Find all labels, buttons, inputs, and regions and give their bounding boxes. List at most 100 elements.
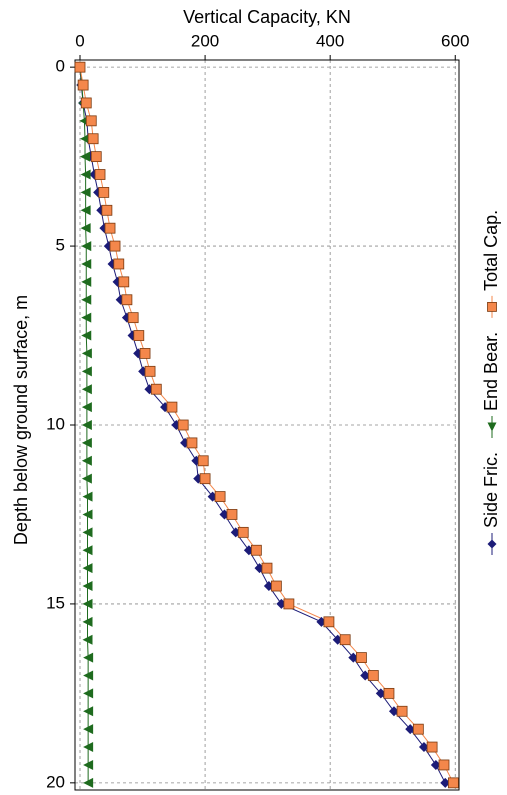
marker bbox=[81, 402, 92, 413]
marker bbox=[166, 401, 178, 413]
marker bbox=[90, 151, 102, 163]
marker bbox=[82, 527, 93, 538]
x-tick-label: 0 bbox=[75, 31, 84, 50]
marker bbox=[438, 759, 450, 771]
marker bbox=[83, 670, 94, 681]
marker bbox=[375, 688, 386, 699]
marker bbox=[226, 509, 238, 520]
marker bbox=[82, 634, 93, 645]
marker bbox=[348, 652, 359, 663]
legend-label: Side Fric. bbox=[481, 452, 501, 528]
marker bbox=[214, 491, 226, 502]
marker bbox=[440, 777, 451, 788]
marker bbox=[81, 312, 92, 323]
marker bbox=[81, 294, 92, 305]
marker bbox=[447, 777, 459, 789]
plot-frame bbox=[74, 59, 460, 791]
marker bbox=[82, 509, 93, 520]
marker bbox=[360, 670, 371, 681]
marker bbox=[177, 419, 189, 431]
marker bbox=[81, 276, 92, 287]
marker bbox=[426, 741, 438, 753]
marker bbox=[77, 79, 89, 91]
marker bbox=[101, 204, 113, 216]
marker bbox=[356, 652, 367, 663]
marker bbox=[83, 688, 94, 699]
marker bbox=[250, 544, 262, 556]
marker bbox=[487, 539, 497, 549]
marker bbox=[81, 420, 92, 430]
marker bbox=[83, 759, 94, 770]
marker bbox=[74, 61, 86, 73]
marker bbox=[237, 526, 249, 538]
y-tick-label: 20 bbox=[46, 772, 65, 791]
marker bbox=[94, 169, 106, 180]
marker bbox=[186, 437, 198, 449]
marker bbox=[133, 330, 145, 341]
marker bbox=[81, 473, 92, 484]
marker bbox=[82, 598, 93, 609]
marker bbox=[199, 473, 211, 485]
x-tick-label: 600 bbox=[441, 31, 469, 50]
marker bbox=[405, 724, 416, 735]
marker bbox=[83, 706, 94, 717]
y-axis-title: Depth below ground surface, m bbox=[11, 295, 31, 545]
marker bbox=[396, 705, 408, 717]
marker bbox=[339, 634, 351, 646]
marker bbox=[197, 455, 209, 467]
y-tick-label: 10 bbox=[46, 414, 65, 433]
marker bbox=[81, 241, 92, 252]
marker bbox=[261, 562, 273, 574]
marker bbox=[150, 383, 162, 395]
marker bbox=[80, 133, 91, 144]
marker bbox=[383, 687, 395, 699]
marker bbox=[104, 222, 116, 234]
marker bbox=[113, 258, 125, 270]
marker bbox=[121, 294, 133, 306]
y-tick-label: 0 bbox=[56, 57, 65, 76]
marker bbox=[83, 652, 94, 663]
marker bbox=[109, 240, 121, 252]
marker bbox=[323, 616, 335, 628]
marker bbox=[144, 365, 156, 377]
marker bbox=[83, 742, 94, 753]
marker bbox=[367, 670, 379, 681]
marker bbox=[80, 97, 92, 109]
marker bbox=[412, 723, 424, 735]
marker bbox=[80, 151, 91, 162]
y-tick-label: 5 bbox=[56, 236, 65, 255]
marker bbox=[85, 115, 97, 127]
y-tick-label: 15 bbox=[46, 593, 65, 612]
marker bbox=[80, 187, 91, 198]
marker bbox=[430, 759, 441, 770]
x-tick-label: 200 bbox=[191, 31, 219, 50]
marker bbox=[87, 133, 99, 145]
marker bbox=[82, 491, 93, 502]
marker bbox=[487, 422, 497, 432]
x-axis-title: Vertical Capacity, KN bbox=[183, 7, 351, 27]
marker bbox=[118, 276, 130, 288]
marker bbox=[81, 330, 92, 341]
marker bbox=[487, 302, 497, 312]
marker bbox=[270, 580, 282, 592]
marker bbox=[82, 563, 93, 574]
marker bbox=[82, 616, 93, 627]
marker bbox=[81, 384, 92, 395]
marker bbox=[82, 581, 93, 592]
marker bbox=[80, 223, 91, 234]
marker bbox=[139, 348, 151, 359]
legend-label: Total Cap. bbox=[481, 210, 501, 291]
marker bbox=[283, 598, 295, 610]
marker bbox=[81, 348, 92, 359]
marker bbox=[80, 169, 91, 180]
marker bbox=[418, 742, 429, 753]
marker bbox=[81, 366, 92, 377]
marker bbox=[81, 455, 92, 466]
marker bbox=[81, 258, 92, 269]
marker bbox=[127, 312, 139, 324]
legend: Side Fric. End Bear. Total Cap. bbox=[481, 210, 501, 555]
marker bbox=[81, 437, 92, 448]
marker bbox=[83, 777, 94, 788]
legend-label: End Bear. bbox=[481, 332, 501, 411]
